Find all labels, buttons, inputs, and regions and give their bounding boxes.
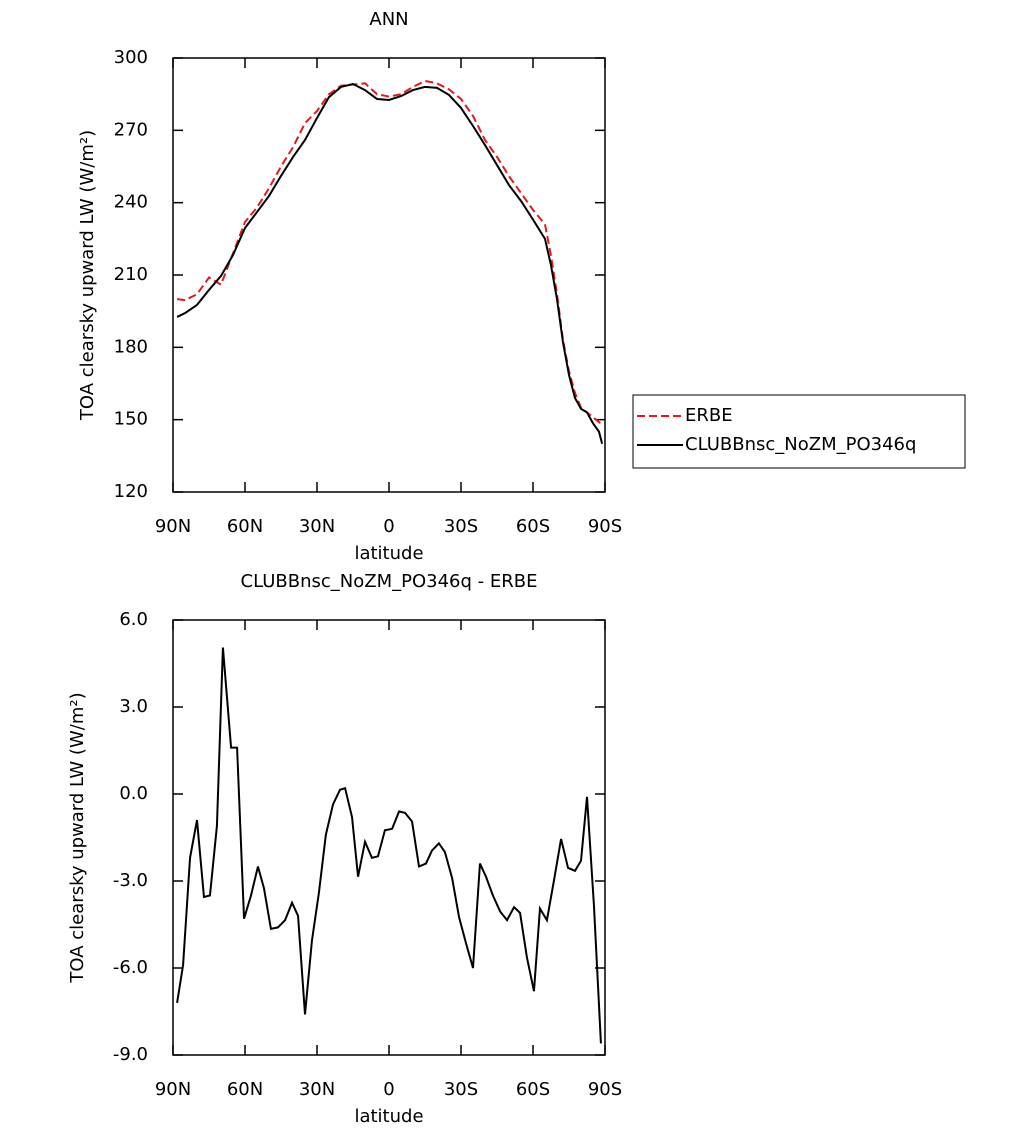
y-tick-label: 0.0: [119, 783, 148, 804]
x-axis-label: latitude: [354, 1106, 423, 1127]
y-tick-label: 6.0: [119, 609, 148, 630]
y-tick-label: 270: [114, 119, 148, 140]
x-tick-label: 30S: [444, 1079, 478, 1100]
series-line: [176, 82, 604, 445]
x-tick-label: 90N: [155, 516, 191, 537]
y-axis-label: TOA clearsky upward LW (W/m²): [67, 692, 88, 983]
x-axis-label: latitude: [354, 543, 423, 564]
series-line: [176, 647, 602, 1044]
y-tick-label: 180: [114, 336, 148, 357]
chart-title: CLUBBnsc_NoZM_PO346q - ERBE: [241, 571, 538, 592]
y-axis-label: TOA clearsky upward LW (W/m²): [77, 130, 98, 421]
x-tick-label: 60S: [516, 1079, 550, 1100]
legend-label: ERBE: [685, 405, 733, 426]
chart-title: ANN: [369, 9, 408, 30]
x-tick-label: 30S: [444, 516, 478, 537]
y-tick-label: -9.0: [113, 1044, 148, 1065]
x-tick-label: 60N: [227, 516, 263, 537]
series-line: [176, 79, 603, 426]
y-tick-label: 300: [114, 47, 148, 68]
x-tick-label: 60S: [516, 516, 550, 537]
x-tick-label: 30N: [299, 1079, 335, 1100]
plot-frame: [172, 619, 606, 1056]
y-tick-label: 240: [114, 192, 148, 213]
y-tick-label: 120: [114, 481, 148, 502]
y-tick-label: 3.0: [119, 696, 148, 717]
plot-frame: [172, 57, 606, 493]
x-tick-label: 90S: [588, 1079, 622, 1100]
legend-label: CLUBBnsc_NoZM_PO346q: [685, 434, 916, 455]
x-tick-label: 0: [383, 1079, 394, 1100]
x-tick-label: 0: [383, 516, 394, 537]
legend-box: [632, 394, 966, 469]
y-tick-label: 150: [114, 409, 148, 430]
x-tick-label: 90N: [155, 1079, 191, 1100]
y-tick-label: -6.0: [113, 957, 148, 978]
x-tick-label: 30N: [299, 516, 335, 537]
x-tick-label: 60N: [227, 1079, 263, 1100]
y-tick-label: 210: [114, 264, 148, 285]
x-tick-label: 90S: [588, 516, 622, 537]
y-tick-label: -3.0: [113, 870, 148, 891]
